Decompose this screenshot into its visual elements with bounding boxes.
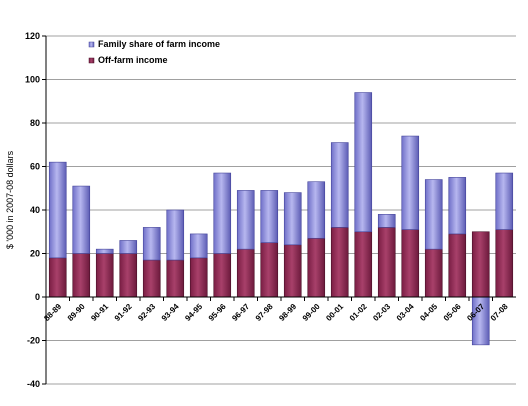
x-category-label: 94-95: [183, 302, 204, 323]
bar-off-farm-income: [424, 248, 443, 298]
y-tick-label: -20: [27, 336, 40, 346]
bar-family-share: [307, 181, 326, 239]
bar-off-farm-income: [401, 229, 420, 298]
x-category-label: 03-04: [395, 302, 416, 323]
x-category-label: 96-97: [230, 302, 251, 323]
bar-family-share: [260, 190, 279, 243]
x-category-label: 05-06: [442, 302, 463, 323]
bar-off-farm-income: [213, 253, 232, 298]
y-tick-label: 60: [30, 162, 40, 172]
bar-family-share: [48, 161, 67, 259]
x-category-label: 97-98: [254, 302, 275, 323]
bar-off-farm-income: [330, 227, 349, 298]
x-category-label: 90-91: [89, 302, 110, 323]
gridlines: [46, 35, 516, 385]
x-category-label: 93-94: [160, 302, 181, 323]
bar-off-farm-income: [471, 231, 490, 298]
y-tick-label: 120: [25, 31, 40, 41]
x-category-label: 00-01: [324, 302, 345, 323]
bar-family-share: [72, 185, 91, 254]
bar-family-share: [236, 190, 255, 250]
legend-swatch: [88, 57, 95, 64]
bar-family-share: [330, 142, 349, 228]
bar-off-farm-income: [95, 253, 114, 298]
x-category-label: 02-03: [371, 302, 392, 323]
x-category-label: 89-90: [66, 302, 87, 323]
bar-off-farm-income: [166, 259, 185, 298]
bar-off-farm-income: [236, 248, 255, 298]
bar-off-farm-income: [72, 253, 91, 298]
bar-off-farm-income: [448, 233, 467, 298]
bar-family-share: [401, 135, 420, 230]
bar-off-farm-income: [377, 227, 396, 298]
bar-family-share: [213, 172, 232, 254]
legend-label: Off-farm income: [98, 55, 168, 65]
bar-family-share: [448, 177, 467, 235]
legend: Family share of farm income Off-farm inco…: [88, 39, 220, 65]
x-category-label: 95-96: [207, 302, 228, 323]
bar-family-share: [142, 227, 161, 261]
bar-family-share: [424, 179, 443, 250]
bar-off-farm-income: [283, 244, 302, 298]
bar-family-share: [95, 248, 114, 254]
bar-family-share: [189, 233, 208, 259]
bar-off-farm-income: [354, 231, 373, 298]
y-tick-label: 80: [30, 118, 40, 128]
bar-off-farm-income: [48, 257, 67, 298]
bar-family-share: [354, 92, 373, 233]
bar-off-farm-income: [119, 253, 138, 298]
y-axis-title: $ '000 in 2007-08 dollars: [5, 150, 15, 249]
x-category-label: 91-92: [113, 302, 134, 323]
legend-label: Family share of farm income: [98, 39, 220, 49]
bar-family-share: [166, 209, 185, 261]
bar-off-farm-income: [189, 257, 208, 298]
bar-family-share: [495, 172, 514, 230]
bar-off-farm-income: [307, 237, 326, 298]
bar-family-share: [119, 240, 138, 254]
axes: [42, 35, 516, 385]
x-category-label: 07-08: [489, 302, 510, 323]
bar-off-farm-income: [142, 259, 161, 298]
x-category-label: 98-99: [277, 302, 298, 323]
bar-family-share: [377, 214, 396, 228]
x-category-label: 04-05: [418, 302, 439, 323]
x-category-label: 92-93: [136, 302, 157, 323]
y-tick-label: 0: [35, 292, 40, 302]
x-category-label: 01-02: [348, 302, 369, 323]
y-tick-label: 100: [25, 75, 40, 85]
bar-off-farm-income: [260, 242, 279, 298]
y-tick-label: 40: [30, 205, 40, 215]
y-tick-label: -40: [27, 379, 40, 389]
y-tick-label: 20: [30, 249, 40, 259]
x-category-label: 99-00: [301, 302, 322, 323]
legend-swatch: [88, 41, 95, 48]
bar-off-farm-income: [495, 229, 514, 298]
bars: [48, 92, 514, 346]
bar-family-share: [283, 192, 302, 246]
